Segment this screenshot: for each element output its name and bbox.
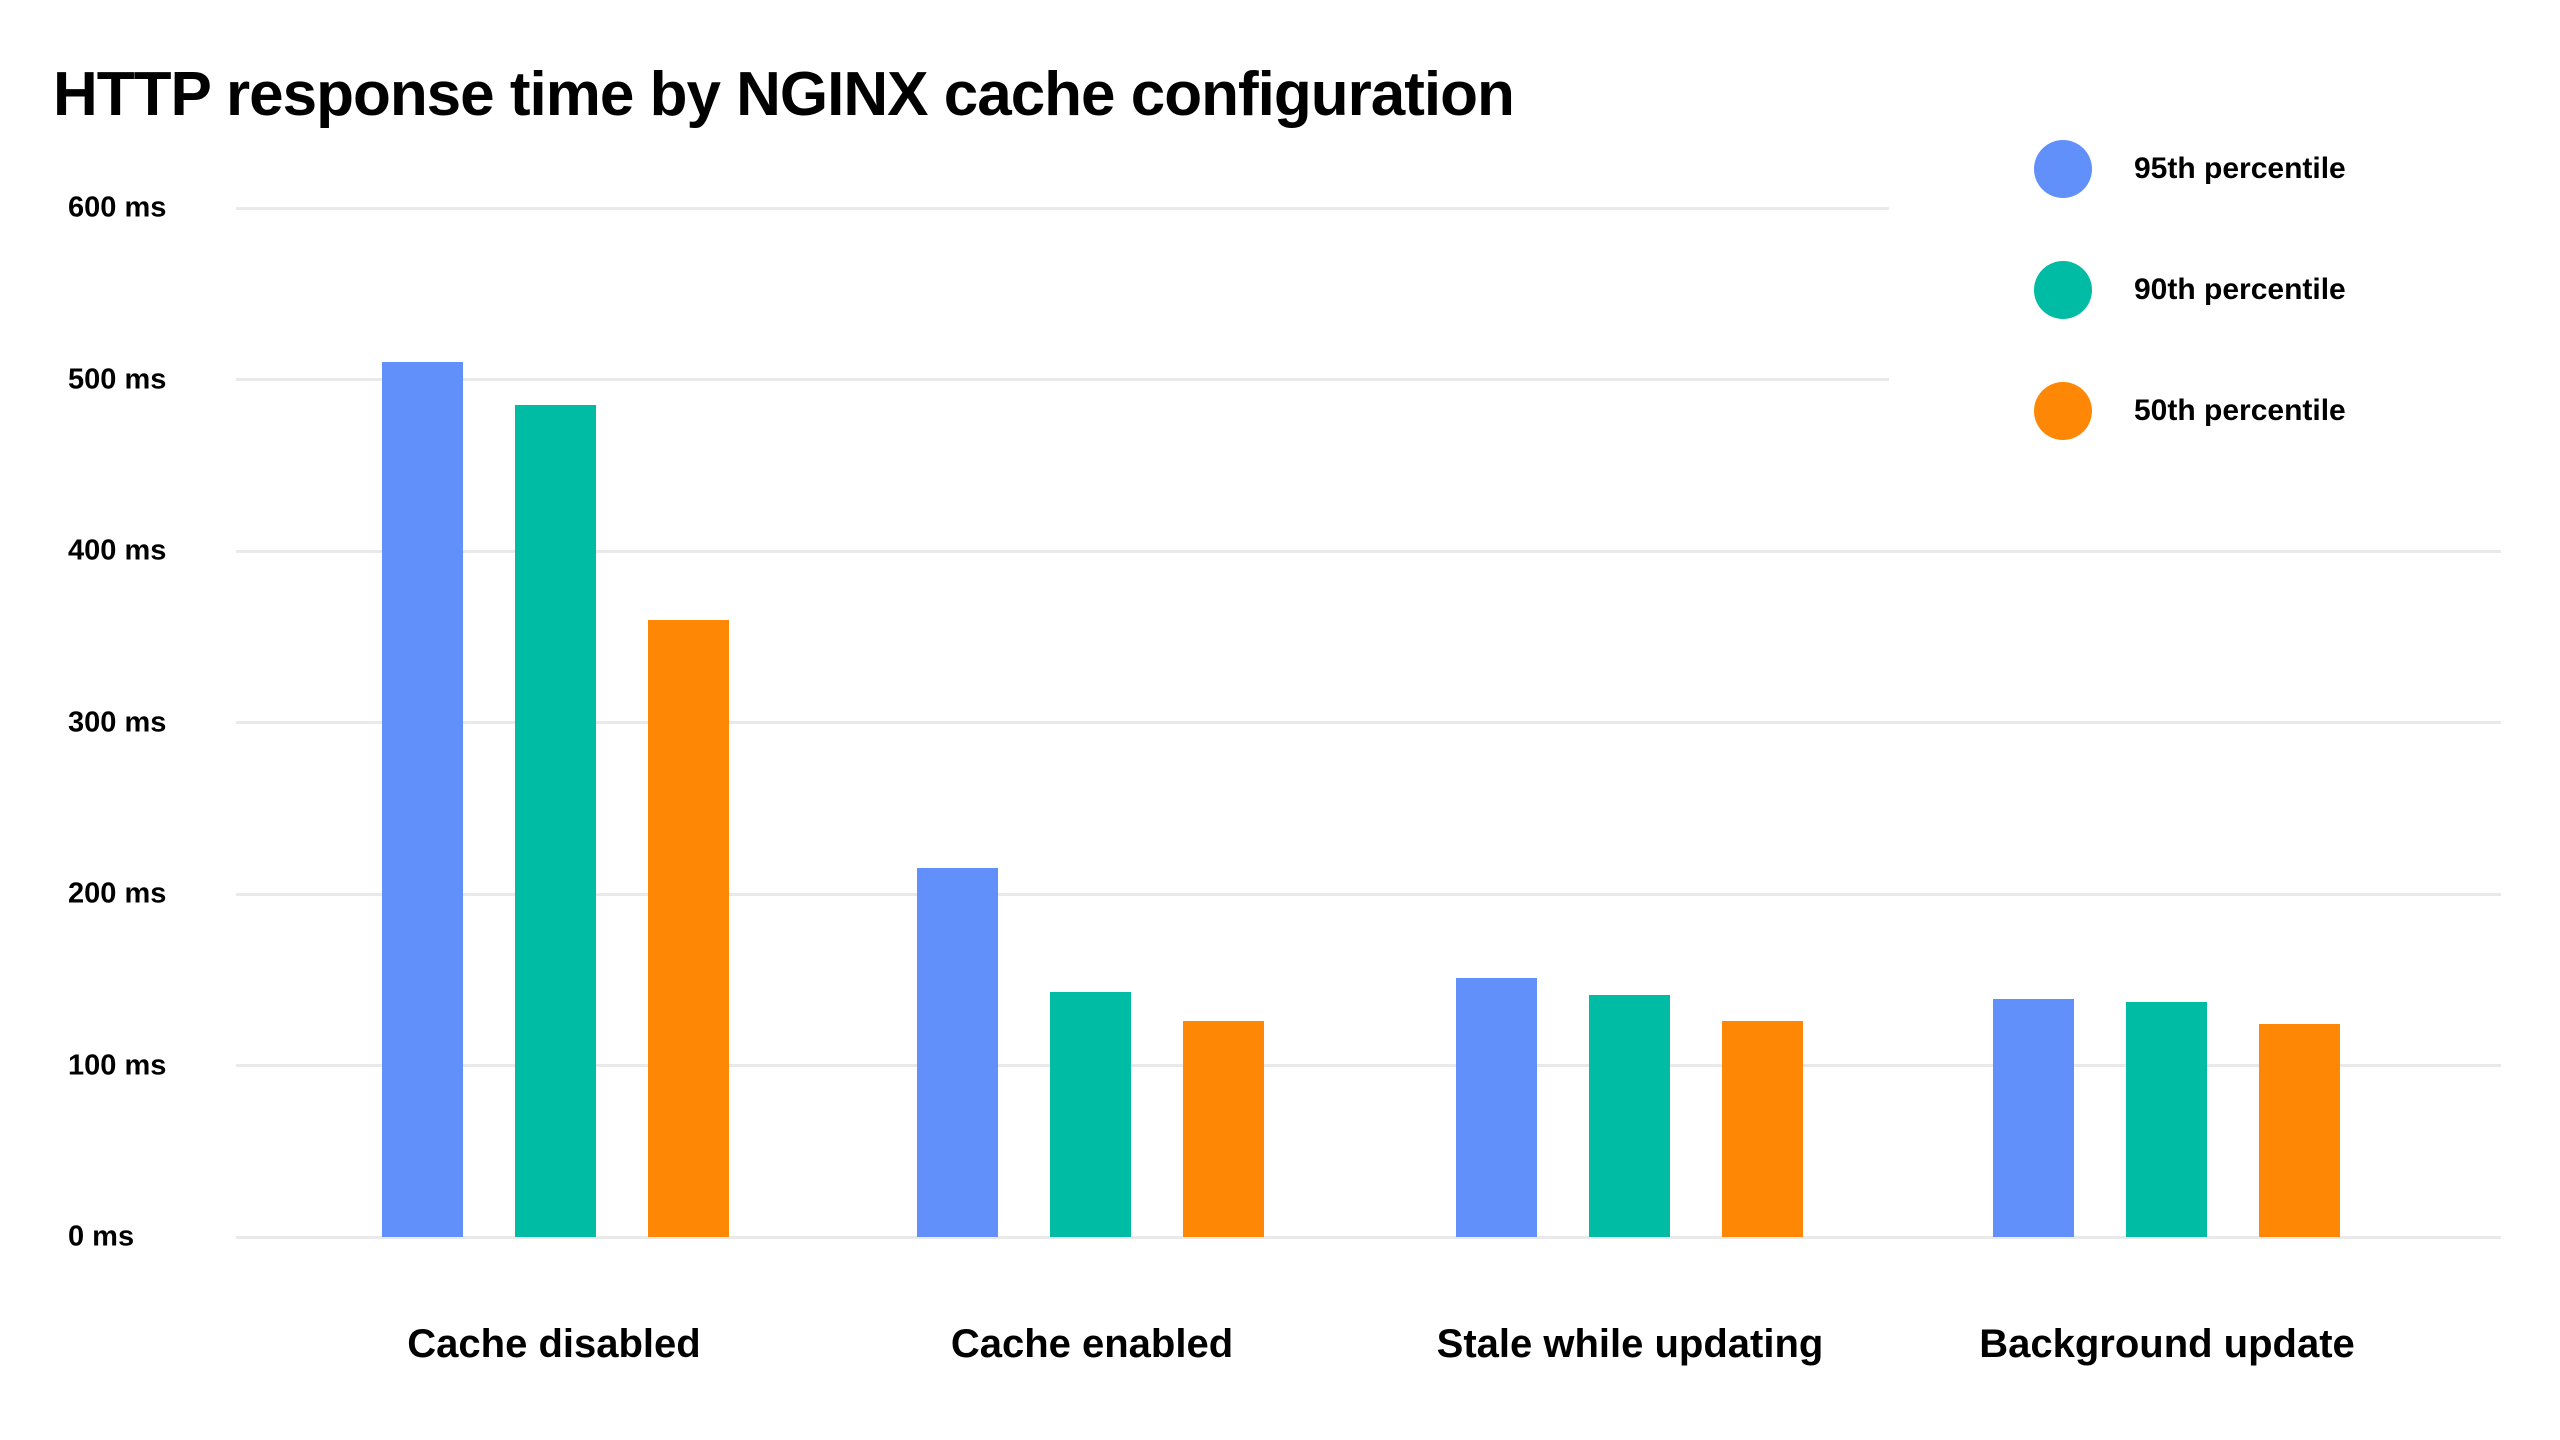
bar-cache-enabled-95th[interactable] xyxy=(917,868,998,1237)
gridline-300-ms xyxy=(236,721,2501,724)
x-axis-category-label: Background update xyxy=(1979,1322,2355,1366)
y-axis-tick-label: 600 ms xyxy=(68,191,167,224)
x-axis-category-label: Cache enabled xyxy=(950,1322,1234,1366)
legend-swatch-circle-icon xyxy=(2034,382,2092,440)
bar-background-update-90th[interactable] xyxy=(2126,1002,2207,1237)
legend-label: 95th percentile xyxy=(2134,152,2346,185)
gridline-600-ms xyxy=(236,206,2501,210)
legend-item-95th[interactable]: 95th percentile xyxy=(2034,140,2346,198)
legend-label: 50th percentile xyxy=(2134,394,2346,427)
bar-background-update-50th[interactable] xyxy=(2259,1024,2340,1237)
gridline-400-ms xyxy=(236,549,2501,553)
bar-stale-while-updating-50th[interactable] xyxy=(1722,1020,1803,1237)
bar-cache-disabled-95th[interactable] xyxy=(382,362,463,1237)
bar-stale-while-updating-95th[interactable] xyxy=(1456,978,1537,1237)
legend-item-50th[interactable]: 50th percentile xyxy=(2034,382,2346,440)
y-axis-tick-label: 100 ms xyxy=(68,1049,167,1081)
legend-item-90th[interactable]: 90th percentile xyxy=(2034,261,2346,319)
legend-swatch-circle-icon xyxy=(2034,261,2092,319)
y-axis-tick-label: 400 ms xyxy=(68,534,167,567)
gridline-0-ms xyxy=(236,1235,2501,1239)
y-axis-tick-label: 0 ms xyxy=(68,1220,135,1253)
legend-swatch-circle-icon xyxy=(2034,140,2092,198)
y-axis-tick-label: 200 ms xyxy=(68,877,167,910)
x-axis-category-label: Stale while updating xyxy=(1436,1322,1824,1366)
bar-cache-enabled-90th[interactable] xyxy=(1050,991,1131,1237)
bar-stale-while-updating-90th[interactable] xyxy=(1589,995,1670,1237)
x-axis-category-label: Cache disabled xyxy=(407,1322,701,1366)
legend-panel xyxy=(1889,120,2560,465)
bar-cache-disabled-50th[interactable] xyxy=(648,619,729,1237)
y-axis-tick-label: 500 ms xyxy=(68,363,167,395)
legend-label: 90th percentile xyxy=(2134,273,2346,306)
gridline-500-ms xyxy=(236,378,2501,381)
bar-background-update-95th[interactable] xyxy=(1993,998,2074,1237)
bar-cache-disabled-90th[interactable] xyxy=(515,405,596,1237)
bar-cache-enabled-50th[interactable] xyxy=(1183,1020,1264,1237)
gridline-200-ms xyxy=(236,892,2501,896)
gridline-100-ms xyxy=(236,1064,2501,1067)
chart-title: HTTP response time by NGINX cache config… xyxy=(53,60,1515,129)
y-axis-tick-label: 300 ms xyxy=(68,706,167,738)
